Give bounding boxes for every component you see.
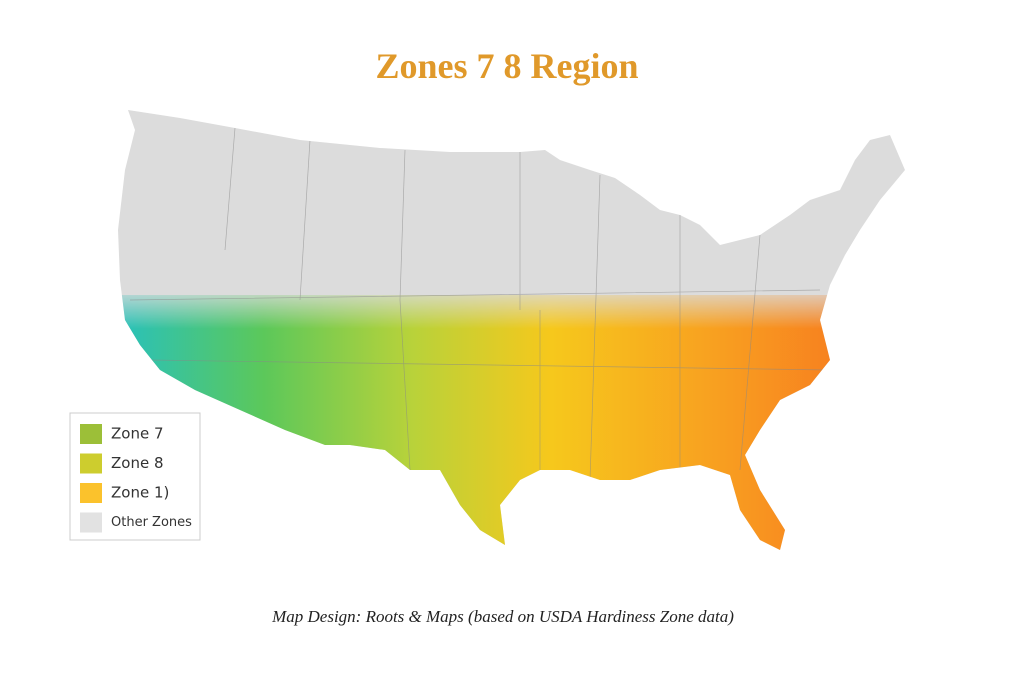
- legend-swatch: [80, 512, 102, 533]
- legend-label: Zone 7: [111, 425, 164, 443]
- legend-swatch: [80, 424, 102, 444]
- legend-label: Zone 1): [111, 484, 169, 502]
- legend-label: Other Zones: [111, 515, 192, 530]
- caption: Map Design: Roots & Maps (based on USDA …: [271, 607, 734, 626]
- legend-label: Zone 8: [111, 454, 164, 472]
- legend: Zone 7 Zone 8 Zone 1) Other Zones: [80, 424, 192, 533]
- legend-swatch: [80, 453, 102, 474]
- legend-swatch: [80, 483, 102, 503]
- title: Zones 7 8 Region: [375, 46, 638, 86]
- us-map: [118, 110, 905, 550]
